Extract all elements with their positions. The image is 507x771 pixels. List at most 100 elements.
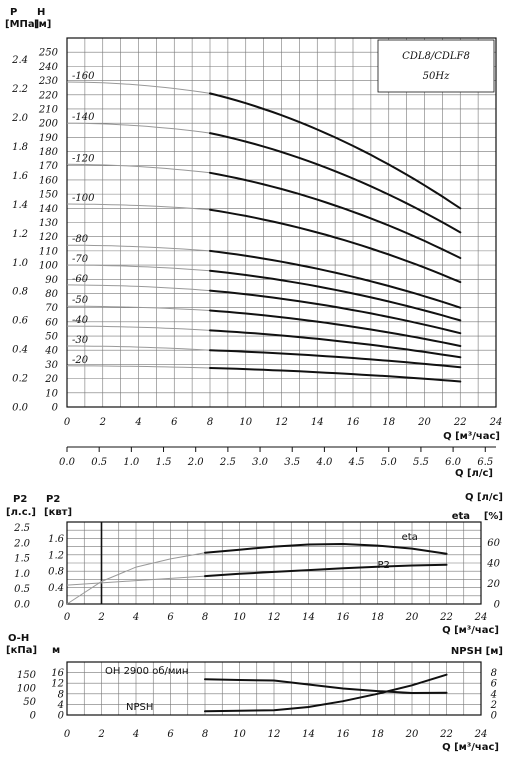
x-tick: 14: [302, 612, 315, 623]
y-tick-eta: 20: [486, 579, 500, 590]
y-tick-h: 240: [38, 62, 59, 73]
series-label: -20: [72, 355, 89, 366]
x-label: Q [м³/час]: [442, 742, 499, 753]
series-label: -30: [72, 335, 89, 346]
series-label: -40: [72, 315, 89, 326]
y-tick-p: 0.2: [12, 374, 28, 385]
y-tick-m: 12: [51, 679, 64, 690]
y-tick-p: 2.4: [11, 55, 28, 66]
y-label-kw: P2: [46, 494, 60, 505]
x2-tick: 0.5: [91, 457, 107, 468]
series-line-p2-extended: [66, 575, 206, 586]
series-label-eta: eta: [402, 532, 418, 543]
series-label-p2: P2: [378, 560, 390, 571]
x-tick: 0: [64, 417, 71, 428]
x-tick: 4: [132, 612, 139, 623]
y-label-eta-unit: [%]: [484, 511, 503, 522]
annotation-oh: OH 2900 об/мин: [105, 666, 188, 677]
y-tick-npsh: 2: [490, 700, 497, 711]
y-tick-kw: 0.8: [48, 567, 64, 578]
x-tick: 0: [64, 612, 71, 623]
y-tick-p: 0.4: [12, 345, 28, 356]
y-tick-h: 90: [45, 275, 58, 286]
series-line: [209, 92, 462, 210]
y-tick-h: 250: [38, 48, 59, 59]
series-line-eta: [204, 542, 448, 555]
y-tick-h: 150: [39, 190, 59, 201]
y-tick-eta: 0: [494, 600, 501, 611]
x-label: Q [м³/час]: [443, 431, 500, 442]
x-tick: 22: [439, 612, 453, 623]
y-tick-h: 220: [38, 90, 59, 101]
series-line: [209, 208, 462, 284]
y-tick-p: 2.0: [11, 113, 29, 124]
y-label-npsh: NPSH [м]: [451, 646, 503, 657]
y-tick-h: 170: [39, 161, 59, 172]
series-label: -160: [72, 71, 95, 82]
y-tick-hp: 2.5: [13, 523, 30, 534]
x-tick: 2: [97, 729, 104, 740]
x-tick: 2: [97, 612, 104, 623]
y-tick-eta: 40: [486, 559, 500, 570]
y-tick-p: 0.8: [12, 287, 28, 298]
series-line: [209, 249, 462, 309]
y-tick-m: 4: [57, 700, 64, 711]
y-tick-m: 0: [58, 711, 65, 722]
series-line-npsh: [204, 673, 448, 713]
series-label: -100: [72, 193, 95, 204]
series-line-shutoff: [66, 163, 211, 174]
series-line-p2: [204, 563, 448, 578]
y-tick-npsh: 4: [490, 689, 497, 700]
chart-title-line-2: 50Hz: [423, 71, 450, 82]
y-tick-p: 1.6: [12, 171, 29, 182]
x2-tick: 1.0: [123, 457, 140, 468]
y-tick-npsh: 0: [491, 711, 498, 722]
x-tick: 24: [474, 729, 488, 740]
y-tick-kpa: 150: [17, 670, 37, 681]
x2-tick: 2.0: [187, 457, 205, 468]
x2-tick: 4.0: [315, 457, 333, 468]
x-tick: 22: [453, 417, 467, 428]
x-tick: 14: [311, 417, 324, 428]
x-tick: 4: [132, 729, 139, 740]
x-tick: 18: [371, 729, 384, 740]
y-tick-hp: 1.5: [14, 554, 30, 565]
x-tick: 8: [207, 417, 213, 428]
y-tick-h: 100: [39, 261, 59, 272]
y-tick-h: 230: [38, 76, 59, 87]
series-line-shutoff: [66, 203, 211, 211]
series-label: -70: [72, 254, 89, 265]
y-tick-kw: 1.2: [48, 550, 64, 561]
y-label-m: м: [52, 645, 60, 656]
y-tick-p: 1.4: [12, 200, 28, 211]
y-tick-h: 60: [45, 317, 58, 328]
series-label: -120: [72, 153, 95, 164]
series-line: [209, 367, 462, 383]
series-label: -80: [72, 234, 89, 245]
y-label-p: P: [10, 7, 17, 18]
y-label-eta: eta: [452, 511, 470, 522]
x-tick: 16: [337, 612, 350, 623]
y-tick-m: 8: [58, 689, 64, 700]
series-label: -60: [72, 274, 89, 285]
series-line-shutoff: [66, 305, 211, 311]
x2-tick: 5.5: [413, 457, 429, 468]
series-line-shutoff: [66, 284, 211, 292]
series-line: [209, 269, 462, 322]
x-tick: 16: [347, 417, 360, 428]
chart-title-line-1: CDL8/CDLF8: [402, 51, 470, 62]
y-tick-kpa: 50: [23, 697, 36, 708]
series-label: -50: [72, 295, 89, 306]
series-line: [209, 309, 462, 347]
x2-tick: 3.0: [252, 457, 269, 468]
title-box: [377, 39, 495, 93]
y-tick-p: 1.2: [12, 229, 28, 240]
x2-label: Q [л/с]: [455, 468, 493, 479]
y-label-h-unit: [м]: [34, 19, 51, 30]
x-tick: 20: [417, 417, 431, 428]
y-tick-h: 130: [39, 218, 59, 229]
y-tick-eta: 60: [487, 538, 500, 549]
series-line-shutoff: [66, 81, 211, 94]
y-tick-p: 0.6: [12, 316, 29, 327]
x2-tick: 6.0: [445, 457, 462, 468]
